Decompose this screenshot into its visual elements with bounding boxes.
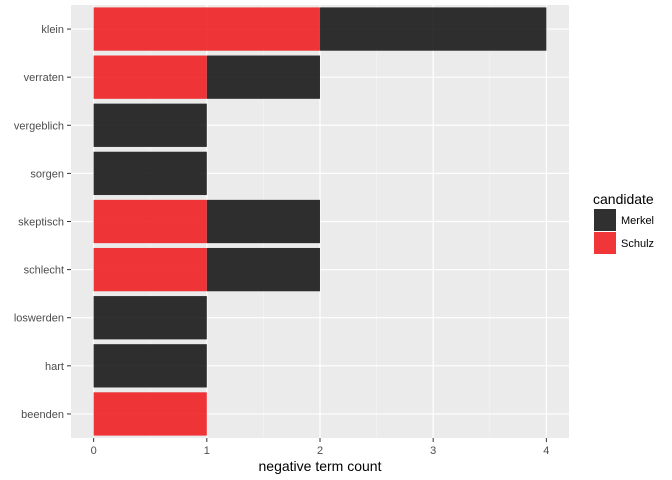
- legend-key-schulz: [594, 232, 616, 254]
- x-tick-label: 1: [204, 445, 210, 457]
- x-tick-label: 2: [317, 445, 323, 457]
- bar-merkel-loswerden: [93, 296, 207, 340]
- bar-schulz-klein: [93, 7, 321, 51]
- y-tick-label: loswerden: [14, 313, 64, 325]
- bar-merkel-skeptisch: [206, 199, 320, 244]
- bar-merkel-klein: [320, 7, 547, 51]
- bar-merkel-verraten: [206, 55, 320, 99]
- y-tick-label: schlecht: [24, 265, 64, 277]
- x-tick-label: 4: [543, 445, 549, 457]
- x-axis-title: negative term count: [259, 458, 382, 474]
- y-tick-label: klein: [41, 24, 64, 36]
- x-axis: 0 1 2 3 4: [91, 438, 549, 457]
- bar-schulz-schlecht: [93, 247, 207, 292]
- bar-merkel-schlecht: [206, 247, 320, 292]
- bars: [93, 7, 547, 436]
- x-tick-label: 3: [430, 445, 436, 457]
- legend-label-merkel: Merkel: [621, 215, 654, 227]
- legend: candidate Merkel Schulz: [593, 191, 654, 254]
- y-tick-label: vergeblich: [14, 120, 64, 132]
- y-tick-label: sorgen: [30, 168, 64, 180]
- y-tick-label: beenden: [21, 409, 64, 421]
- bar-merkel-hart: [93, 344, 207, 388]
- bar-merkel-sorgen: [93, 151, 207, 196]
- y-tick-label: hart: [45, 361, 64, 373]
- x-tick-label: 0: [91, 445, 97, 457]
- y-tick-label: skeptisch: [18, 217, 64, 229]
- legend-key-merkel: [594, 209, 616, 231]
- y-tick-label: verraten: [24, 72, 64, 84]
- bar-schulz-skeptisch: [93, 199, 207, 244]
- bar-schulz-beenden: [93, 392, 207, 436]
- bar-merkel-vergeblich: [93, 103, 207, 147]
- y-axis: klein verraten vergeblich sorgen skeptisch sc…: [14, 24, 71, 421]
- bar-schulz-verraten: [93, 55, 207, 99]
- legend-title: candidate: [593, 191, 654, 207]
- legend-label-schulz: Schulz: [621, 238, 654, 250]
